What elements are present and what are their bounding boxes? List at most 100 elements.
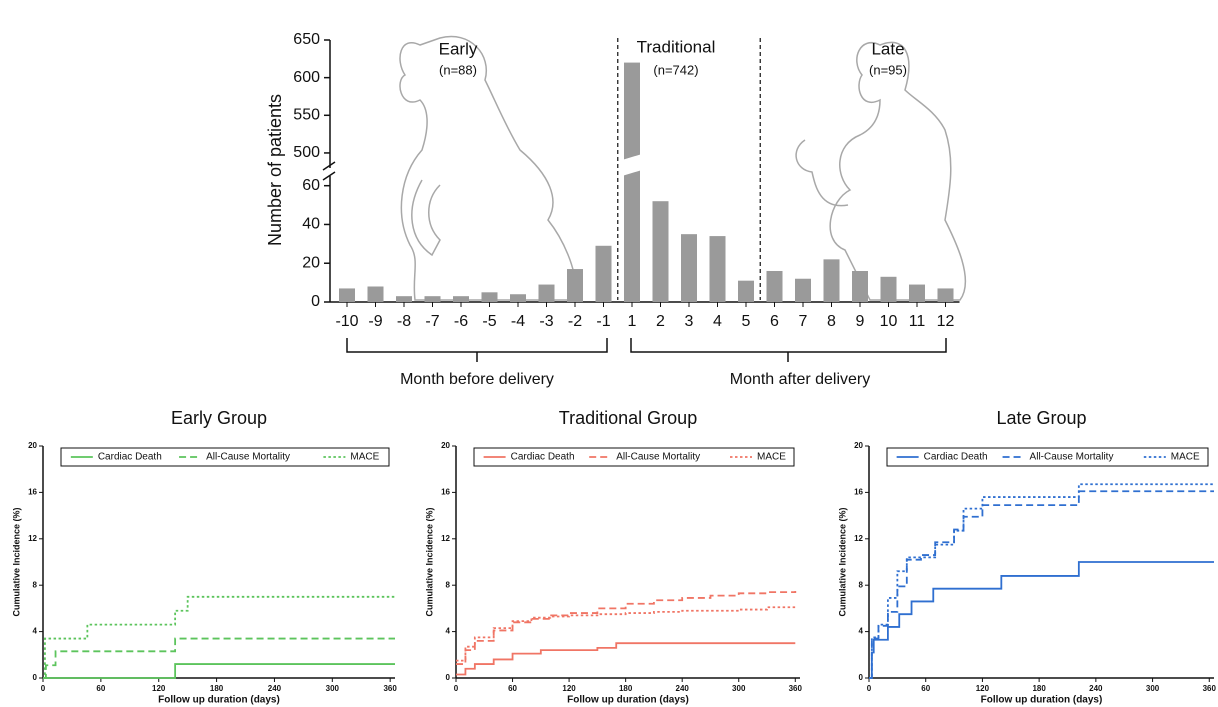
bar — [396, 296, 412, 302]
x-tick-label: 360 — [789, 684, 803, 693]
y-tick-label: 550 — [293, 107, 320, 124]
x-tick-label: 6 — [770, 313, 779, 330]
braces — [346, 338, 947, 362]
x-tick-label: -7 — [425, 313, 439, 330]
y-axis-label: Cumulative Incidence (%) — [11, 507, 21, 616]
bar — [795, 278, 811, 302]
bar — [481, 292, 498, 302]
y-tick-label: 0 — [33, 673, 38, 682]
y-tick-label: 500 — [293, 144, 320, 161]
x-tick-label: -6 — [454, 313, 468, 330]
x-tick-label: 300 — [326, 684, 340, 693]
x-tick-label: 9 — [856, 313, 865, 330]
axis-break — [322, 161, 336, 181]
y-tick-label: 16 — [28, 488, 37, 497]
x-tick-label: -10 — [335, 313, 358, 330]
legend-box — [473, 447, 795, 467]
y-tick-label: 0 — [446, 673, 451, 682]
annotation: Early — [439, 39, 478, 58]
step-line — [456, 591, 797, 665]
x-tick-label: -2 — [568, 313, 582, 330]
annotation: Traditional — [637, 37, 716, 56]
x-tick-label: 0 — [41, 684, 46, 693]
annotation: (n=742) — [653, 62, 698, 77]
chart-title: Early Group — [171, 408, 267, 428]
y-tick-label: 20 — [854, 441, 863, 450]
y-tick-label: 650 — [293, 31, 320, 48]
legend-box — [886, 447, 1209, 467]
bar — [909, 284, 925, 302]
bar — [937, 288, 954, 302]
bar — [538, 284, 555, 302]
step-line — [869, 490, 1214, 679]
x-tick-label: 120 — [562, 684, 576, 693]
x-tick-label: 7 — [799, 313, 808, 330]
legend-label: All-Cause Mortality — [206, 452, 290, 463]
x-tick-label: 360 — [383, 684, 397, 693]
x-tick-label: 180 — [210, 684, 224, 693]
x-tick-label: 120 — [976, 684, 990, 693]
annotation: (n=88) — [439, 62, 477, 77]
legend-box — [60, 447, 390, 467]
legend-label: Cardiac Death — [511, 452, 575, 463]
legend-label: MACE — [1171, 452, 1200, 463]
chart-title: Late Group — [996, 408, 1086, 428]
bar — [681, 234, 697, 302]
x-tick-label: 120 — [152, 684, 166, 693]
x-tick-label: 4 — [713, 313, 722, 330]
x-tick-label: 300 — [1146, 684, 1160, 693]
bar — [510, 294, 526, 302]
x-tick-label: 60 — [921, 684, 930, 693]
x-tick-label: 0 — [454, 684, 459, 693]
y-tick-label: 600 — [293, 69, 320, 86]
x-tick-label: 10 — [880, 313, 898, 330]
step-line — [43, 637, 395, 679]
bar — [339, 288, 355, 302]
y-tick-label: 12 — [854, 534, 863, 543]
y-tick-label: 60 — [302, 177, 320, 194]
y-tick-label: 8 — [859, 580, 864, 589]
bar — [567, 269, 583, 302]
legend-label: All-Cause Mortality — [616, 452, 700, 463]
group-label: Month before delivery — [400, 371, 554, 388]
bar — [852, 270, 868, 302]
x-tick-label: 11 — [909, 313, 926, 330]
step-line — [869, 483, 1214, 679]
y-axis-label: Cumulative Incidence (%) — [424, 507, 434, 616]
legend-label: MACE — [350, 452, 379, 463]
x-tick-label: 180 — [1032, 684, 1046, 693]
y-tick-label: 20 — [28, 441, 37, 450]
bar — [652, 201, 669, 302]
x-tick-label: 360 — [1203, 684, 1217, 693]
bar — [424, 296, 441, 302]
x-tick-label: 240 — [676, 684, 690, 693]
x-tick-label: -1 — [596, 313, 610, 330]
x-tick-label: 1 — [628, 313, 637, 330]
bar — [595, 245, 612, 302]
y-tick-label: 12 — [441, 534, 450, 543]
y-tick-label: 16 — [441, 488, 450, 497]
x-tick-label: 3 — [685, 313, 694, 330]
x-tick-label: -8 — [397, 313, 411, 330]
bar — [766, 270, 783, 302]
legend-label: All-Cause Mortality — [1030, 452, 1114, 463]
bar — [624, 170, 640, 302]
bar — [823, 259, 840, 302]
y-axis-label: Number of patients — [265, 94, 285, 246]
y-tick-label: 20 — [441, 441, 450, 450]
y-tick-label: 12 — [28, 534, 37, 543]
step-line — [43, 595, 395, 679]
annotation: (n=95) — [869, 62, 907, 77]
bar — [453, 296, 469, 302]
x-tick-label: 240 — [268, 684, 282, 693]
y-tick-label: 0 — [859, 673, 864, 682]
x-tick-label: 60 — [96, 684, 105, 693]
x-tick-label: 2 — [656, 313, 665, 330]
y-tick-label: 8 — [33, 580, 38, 589]
annotation: Late — [871, 39, 904, 58]
step-line — [869, 561, 1214, 679]
group-label: Month after delivery — [730, 371, 871, 388]
x-tick-label: 12 — [937, 313, 955, 330]
x-tick-label: 5 — [742, 313, 751, 330]
